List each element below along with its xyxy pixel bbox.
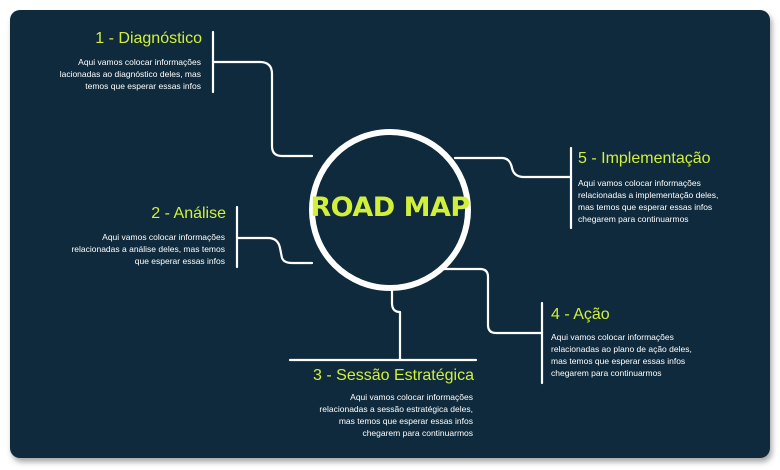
roadmap-title: ROAD MAP [310,192,470,223]
connector-step-3 [390,285,402,362]
step-3-line-2: relacionadas a sessão estratégica deles, [319,404,473,414]
step-5-line-2: relacionadas a implementação deles, [578,190,719,200]
connector-lines [211,30,573,385]
step-3-line-4: chegarem para continuarmos [362,428,473,438]
step-4-line-4: chegarem para continuarmos [551,368,662,378]
roadmap-circle [309,129,471,291]
step-2-title: 2 - Análise [151,205,226,222]
connector-step-1 [211,60,314,158]
step-4-line-3: mas temos que esperar essas infos [551,356,686,366]
connector-step-5 [453,156,573,179]
step-5-description: Aqui vamos colocar informações relaciona… [578,177,718,225]
step-5-line-3: mas temos que esperar essas infos [578,202,713,212]
step-2-description: Aqui vamos colocar informações relaciona… [71,231,225,267]
step-4-line-1: Aqui vamos colocar informações [551,332,674,342]
step-5-title: 5 - Implementação [578,150,711,167]
connector-step-4 [440,267,544,335]
step-5-line-4: chegarem para continuarmos [578,214,689,224]
connector-step-2 [235,236,314,265]
roadmap-card: ROAD MAP 1 - Diagnóstico Aqui vamos colo… [10,10,770,458]
step-4-line-2: relacionadas ao plano de ação deles, [551,344,692,354]
step-2-line-2: relacionadas a análise deles, mas temos [71,244,225,254]
step-4-description: Aqui vamos colocar informações relaciona… [551,331,692,379]
step-3-description: Aqui vamos colocar informações relaciona… [319,391,473,439]
step-1-line-2: lacionadas ao diagnóstico deles, mas [59,69,201,79]
step-3-title: 3 - Sessão Estratégica [313,367,474,384]
step-3-line-1: Aqui vamos colocar informações [350,392,473,402]
step-1-title: 1 - Diagnóstico [95,30,202,47]
step-5-line-1: Aqui vamos colocar informações [578,178,701,188]
step-2-line-3: que esperar essas infos [134,256,225,266]
step-4-title: 4 - Ação [551,306,610,323]
step-1-line-3: temos que esperar essas infos [85,81,201,91]
step-3-line-3: mas temos que esperar essas infos [338,416,473,426]
step-1-description: Aqui vamos colocar informações lacionada… [60,56,201,92]
step-2-line-1: Aqui vamos colocar informações [102,232,225,242]
step-1-line-1: Aqui vamos colocar informações [78,57,201,67]
